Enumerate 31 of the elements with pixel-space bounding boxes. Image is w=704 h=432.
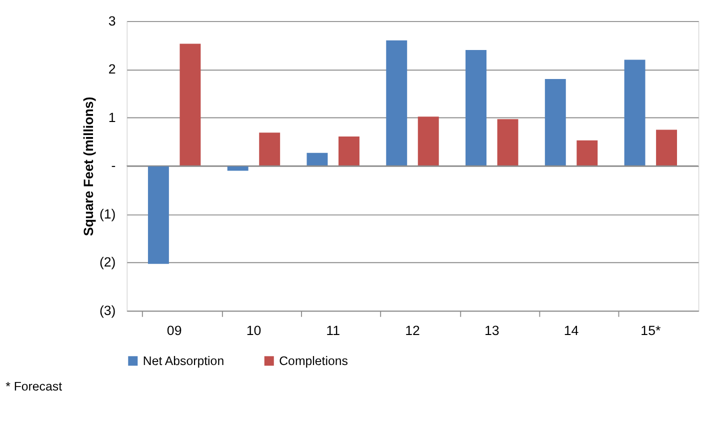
x-tick-label: 15* (640, 322, 661, 338)
y-axis-title: Square Feet (millions) (80, 96, 96, 236)
y-tick-label: (1) (99, 206, 116, 222)
bar (418, 116, 439, 166)
bar (386, 40, 408, 166)
bar (259, 132, 280, 166)
bar (656, 130, 678, 166)
x-tick-label: 09 (166, 322, 182, 338)
bar (148, 166, 169, 264)
y-tick-label: 1 (108, 110, 116, 125)
y-tick-label: 2 (108, 62, 116, 77)
bar (180, 44, 201, 166)
legend-label: Net Absorption (142, 354, 224, 368)
bar (624, 60, 646, 166)
text: * Forecast (6, 380, 63, 394)
y-tick-label: (2) (99, 254, 116, 270)
x-tick-label: 11 (326, 322, 340, 338)
y-tick-label: (3) (99, 302, 116, 318)
y-tick-label: - (111, 158, 116, 174)
bar (306, 152, 328, 166)
legend-label: Completions (279, 354, 348, 368)
bar (338, 136, 360, 166)
y-tick-label: 3 (108, 13, 116, 28)
x-tick-label: 10 (246, 322, 262, 338)
bar (544, 79, 566, 166)
bar (576, 140, 598, 166)
x-tick-label: 14 (564, 322, 580, 338)
x-tick-label: 12 (405, 322, 420, 338)
x-tick-label: 13 (484, 322, 500, 338)
bar (497, 119, 518, 166)
bar (466, 50, 486, 166)
